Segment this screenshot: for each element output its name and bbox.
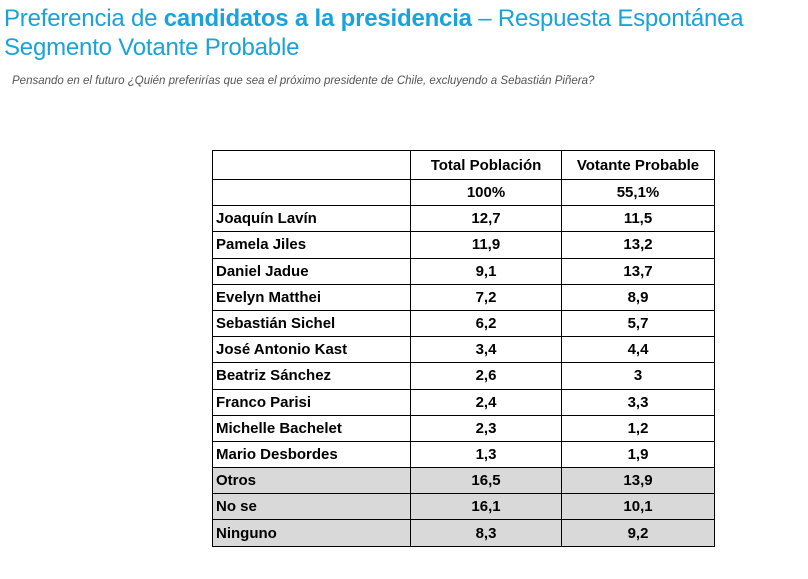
row-name-cell: José Antonio Kast xyxy=(212,336,411,364)
table-row: José Antonio Kast 3,4 4,4 xyxy=(212,336,715,364)
row-total-cell: 2,6 xyxy=(410,362,562,390)
title-part1: Preferencia de xyxy=(4,5,164,32)
row-total-cell: 9,1 xyxy=(410,257,562,285)
base-cell-empty xyxy=(212,178,411,207)
row-probable-cell: 13,7 xyxy=(561,257,715,285)
row-total-cell: 1,3 xyxy=(410,440,562,469)
page-title: Preferencia de candidatos a la presidenc… xyxy=(4,4,804,62)
row-probable-cell: 13,2 xyxy=(561,231,715,259)
row-probable-cell: 1,2 xyxy=(561,414,715,442)
table-row: Ninguno 8,3 9,2 xyxy=(212,519,715,547)
header-cell-empty xyxy=(212,150,411,180)
row-probable-cell: 4,4 xyxy=(561,336,715,364)
row-name-cell: Franco Parisi xyxy=(212,388,411,416)
base-cell-total: 100% xyxy=(410,178,562,207)
title-part3: – Respuesta Espontánea xyxy=(471,5,744,32)
row-name-cell: Beatriz Sánchez xyxy=(212,362,411,390)
row-name-cell: Michelle Bachelet xyxy=(212,414,411,442)
table-row: No se 16,1 10,1 xyxy=(212,493,715,521)
row-probable-cell: 11,5 xyxy=(561,205,715,233)
row-name-cell: Otros xyxy=(212,467,411,495)
results-table: Total Población Votante Probable 100% 55… xyxy=(212,150,715,547)
row-probable-cell: 9,2 xyxy=(561,519,715,547)
row-name-cell: Ninguno xyxy=(212,519,411,547)
row-probable-cell: 3 xyxy=(561,362,715,390)
row-probable-cell: 1,9 xyxy=(561,440,715,469)
table-row: Daniel Jadue 9,1 13,7 xyxy=(212,257,715,285)
row-total-cell: 8,3 xyxy=(410,519,562,547)
row-name-cell: Sebastián Sichel xyxy=(212,309,411,338)
row-name-cell: No se xyxy=(212,493,411,521)
row-name-cell: Evelyn Matthei xyxy=(212,283,411,311)
table-row: Evelyn Matthei 7,2 8,9 xyxy=(212,283,715,311)
row-name-cell: Mario Desbordes xyxy=(212,440,411,469)
table-base-row: 100% 55,1% xyxy=(212,178,715,207)
row-name-cell: Joaquín Lavín xyxy=(212,205,411,233)
table-header-row: Total Población Votante Probable xyxy=(212,150,715,180)
table-row: Michelle Bachelet 2,3 1,2 xyxy=(212,414,715,442)
row-probable-cell: 3,3 xyxy=(561,388,715,416)
question-subtitle: Pensando en el futuro ¿Quién preferirías… xyxy=(12,75,595,87)
row-name-cell: Daniel Jadue xyxy=(212,257,411,285)
row-probable-cell: 10,1 xyxy=(561,493,715,521)
base-cell-probable: 55,1% xyxy=(561,178,715,207)
table-row: Joaquín Lavín 12,7 11,5 xyxy=(212,205,715,233)
row-total-cell: 12,7 xyxy=(410,205,562,233)
row-total-cell: 11,9 xyxy=(410,231,562,259)
row-total-cell: 16,1 xyxy=(410,493,562,521)
row-name-cell: Pamela Jiles xyxy=(212,231,411,259)
row-probable-cell: 13,9 xyxy=(561,467,715,495)
row-total-cell: 6,2 xyxy=(410,309,562,338)
header-cell-total: Total Población xyxy=(410,150,562,180)
title-bold-part: candidatos a la presidencia xyxy=(163,5,472,32)
row-probable-cell: 5,7 xyxy=(561,309,715,338)
row-probable-cell: 8,9 xyxy=(561,283,715,311)
table-row: Otros 16,5 13,9 xyxy=(212,467,715,495)
header-cell-probable: Votante Probable xyxy=(561,150,715,180)
row-total-cell: 2,4 xyxy=(410,388,562,416)
row-total-cell: 16,5 xyxy=(410,467,562,495)
table-row: Sebastián Sichel 6,2 5,7 xyxy=(212,309,715,338)
table-row: Mario Desbordes 1,3 1,9 xyxy=(212,440,715,469)
row-total-cell: 7,2 xyxy=(410,283,562,311)
row-total-cell: 2,3 xyxy=(410,414,562,442)
title-line2: Segmento Votante Probable xyxy=(4,34,300,61)
table-row: Beatriz Sánchez 2,6 3 xyxy=(212,362,715,390)
table-row: Pamela Jiles 11,9 13,2 xyxy=(212,231,715,259)
row-total-cell: 3,4 xyxy=(410,336,562,364)
table-row: Franco Parisi 2,4 3,3 xyxy=(212,388,715,416)
